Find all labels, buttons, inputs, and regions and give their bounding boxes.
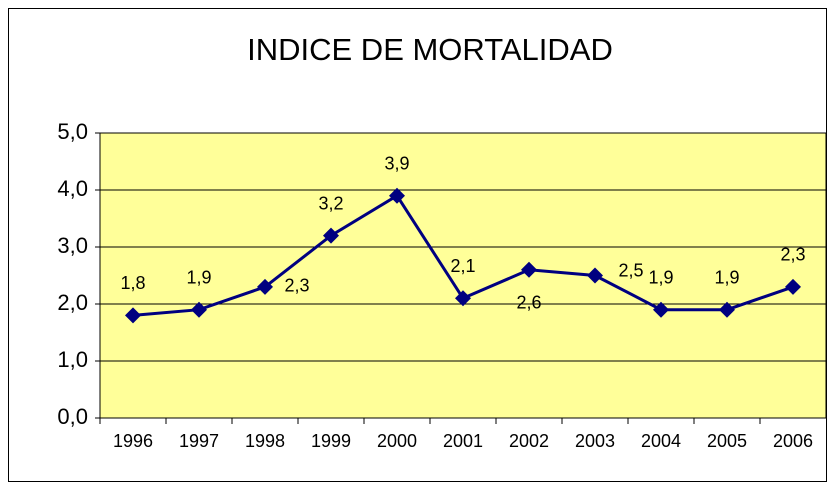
data-point (389, 187, 405, 204)
data-label: 1,9 (714, 267, 739, 287)
x-tick-label: 2004 (641, 431, 681, 451)
data-point (125, 307, 141, 324)
data-label: 3,2 (318, 193, 343, 213)
y-tick-label: 1,0 (57, 347, 88, 372)
data-label: 2,6 (516, 293, 541, 313)
data-point (521, 261, 537, 278)
x-tick-label: 2005 (707, 431, 747, 451)
y-tick-label: 0,0 (57, 404, 88, 429)
plot-area (99, 132, 827, 419)
data-label: 1,9 (186, 267, 211, 287)
x-tick-label: 1997 (179, 431, 219, 451)
data-point (323, 227, 339, 244)
data-point (257, 278, 273, 295)
x-tick-label: 2000 (377, 431, 417, 451)
data-label: 2,1 (450, 256, 475, 276)
y-tick-label: 4,0 (57, 176, 88, 201)
data-label: 1,9 (648, 267, 673, 287)
data-point (653, 301, 669, 318)
x-tick-label: 2003 (575, 431, 615, 451)
chart-title: INDICE DE MORTALIDAD (247, 32, 613, 67)
data-point (455, 290, 471, 307)
data-label: 2,5 (618, 260, 643, 280)
x-tick-label: 1996 (113, 431, 153, 451)
data-label: 3,9 (384, 153, 409, 173)
x-tick-label: 1999 (311, 431, 351, 451)
y-tick-label: 5,0 (57, 119, 88, 144)
y-tick-label: 3,0 (57, 233, 88, 258)
data-label: 2,3 (284, 276, 309, 296)
data-point (587, 267, 603, 284)
x-tick-label: 2001 (443, 431, 483, 451)
data-point (719, 301, 735, 318)
x-tick-label: 2006 (773, 431, 813, 451)
data-label: 2,3 (780, 245, 805, 265)
x-tick-label: 1998 (245, 431, 285, 451)
y-tick-label: 2,0 (57, 290, 88, 315)
data-point (191, 301, 207, 318)
x-tick-label: 2002 (509, 431, 549, 451)
data-label: 1,8 (120, 273, 145, 293)
data-point (785, 278, 801, 295)
